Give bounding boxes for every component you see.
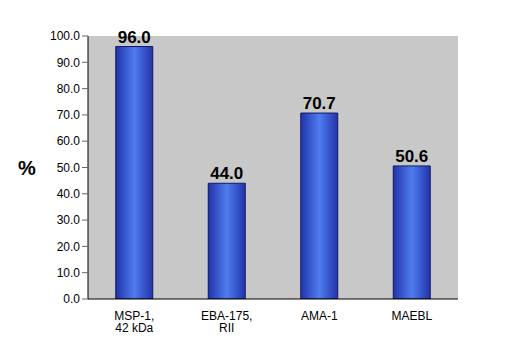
svg-text:40.0: 40.0 xyxy=(57,187,81,201)
svg-text:AMA-1: AMA-1 xyxy=(301,309,338,323)
svg-text:0.0: 0.0 xyxy=(63,292,80,306)
svg-text:96.0: 96.0 xyxy=(118,28,151,47)
svg-text:50.0: 50.0 xyxy=(57,161,81,175)
svg-text:30.0: 30.0 xyxy=(57,213,81,227)
svg-text:10.0: 10.0 xyxy=(57,266,81,280)
svg-text:80.0: 80.0 xyxy=(57,82,81,96)
svg-text:100.0: 100.0 xyxy=(50,29,80,43)
svg-text:90.0: 90.0 xyxy=(57,56,81,70)
svg-text:44.0: 44.0 xyxy=(210,164,243,183)
svg-text:MAEBL: MAEBL xyxy=(391,309,432,323)
svg-text:%: % xyxy=(18,157,36,179)
svg-text:70.7: 70.7 xyxy=(303,94,336,113)
svg-text:20.0: 20.0 xyxy=(57,240,81,254)
svg-text:60.0: 60.0 xyxy=(57,134,81,148)
svg-text:EBA-175,RII: EBA-175,RII xyxy=(201,309,252,335)
svg-text:MSP-1,42 kDa: MSP-1,42 kDa xyxy=(114,309,154,335)
svg-text:70.0: 70.0 xyxy=(57,108,81,122)
svg-text:50.6: 50.6 xyxy=(395,147,428,166)
